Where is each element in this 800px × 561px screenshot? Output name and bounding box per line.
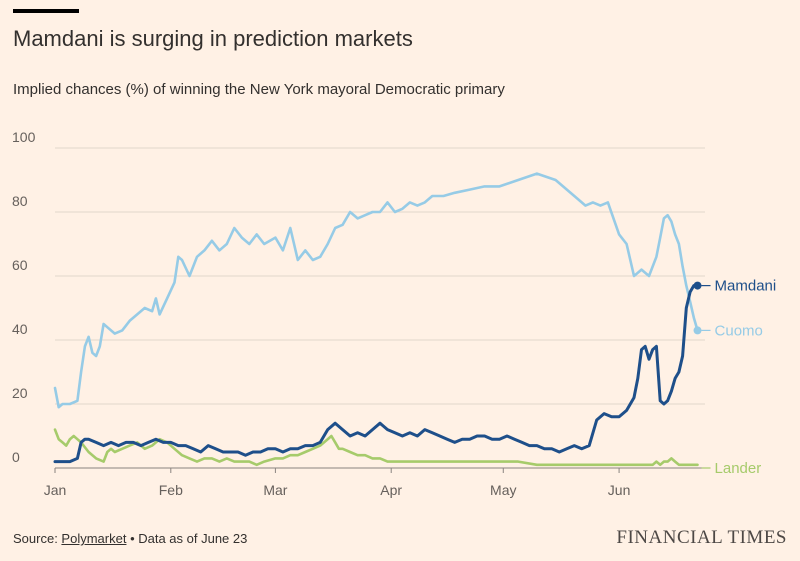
y-tick-label: 80	[12, 193, 28, 209]
x-tick-label: Jan	[44, 482, 67, 498]
x-tick-label: Jun	[608, 482, 631, 498]
end-marker-cuomo	[693, 326, 702, 335]
y-tick-label: 100	[12, 129, 36, 145]
y-tick-label: 20	[12, 385, 28, 401]
series-line-lander	[53, 428, 699, 467]
x-tick-label: Feb	[159, 482, 183, 498]
end-marker-mamdani	[693, 281, 702, 290]
source-link[interactable]: Polymarket	[61, 531, 127, 546]
y-tick-label: 0	[12, 449, 20, 465]
y-tick-label: 40	[12, 321, 28, 337]
x-tick-label: May	[490, 482, 516, 498]
header-bar	[13, 9, 79, 13]
y-tick-label: 60	[12, 257, 28, 273]
series-label-mamdani: Mamdani	[715, 278, 777, 295]
source-suffix: • Data as of June 23	[126, 531, 248, 546]
x-tick-label: Mar	[263, 482, 287, 498]
series-line-mamdani	[53, 284, 699, 464]
series-label-cuomo: Cuomo	[715, 322, 763, 339]
series-label-lander: Lander	[715, 460, 762, 477]
ft-logo: FINANCIAL TIMES	[616, 527, 787, 548]
chart-title: Mamdani is surging in prediction markets	[13, 26, 413, 51]
series-line-cuomo	[53, 172, 699, 409]
x-tick-label: Apr	[380, 482, 402, 498]
source-prefix: Source:	[13, 531, 62, 546]
source-note: Source: Polymarket • Data as of June 23	[13, 531, 247, 546]
chart-subtitle: Implied chances (%) of winning the New Y…	[13, 81, 505, 98]
